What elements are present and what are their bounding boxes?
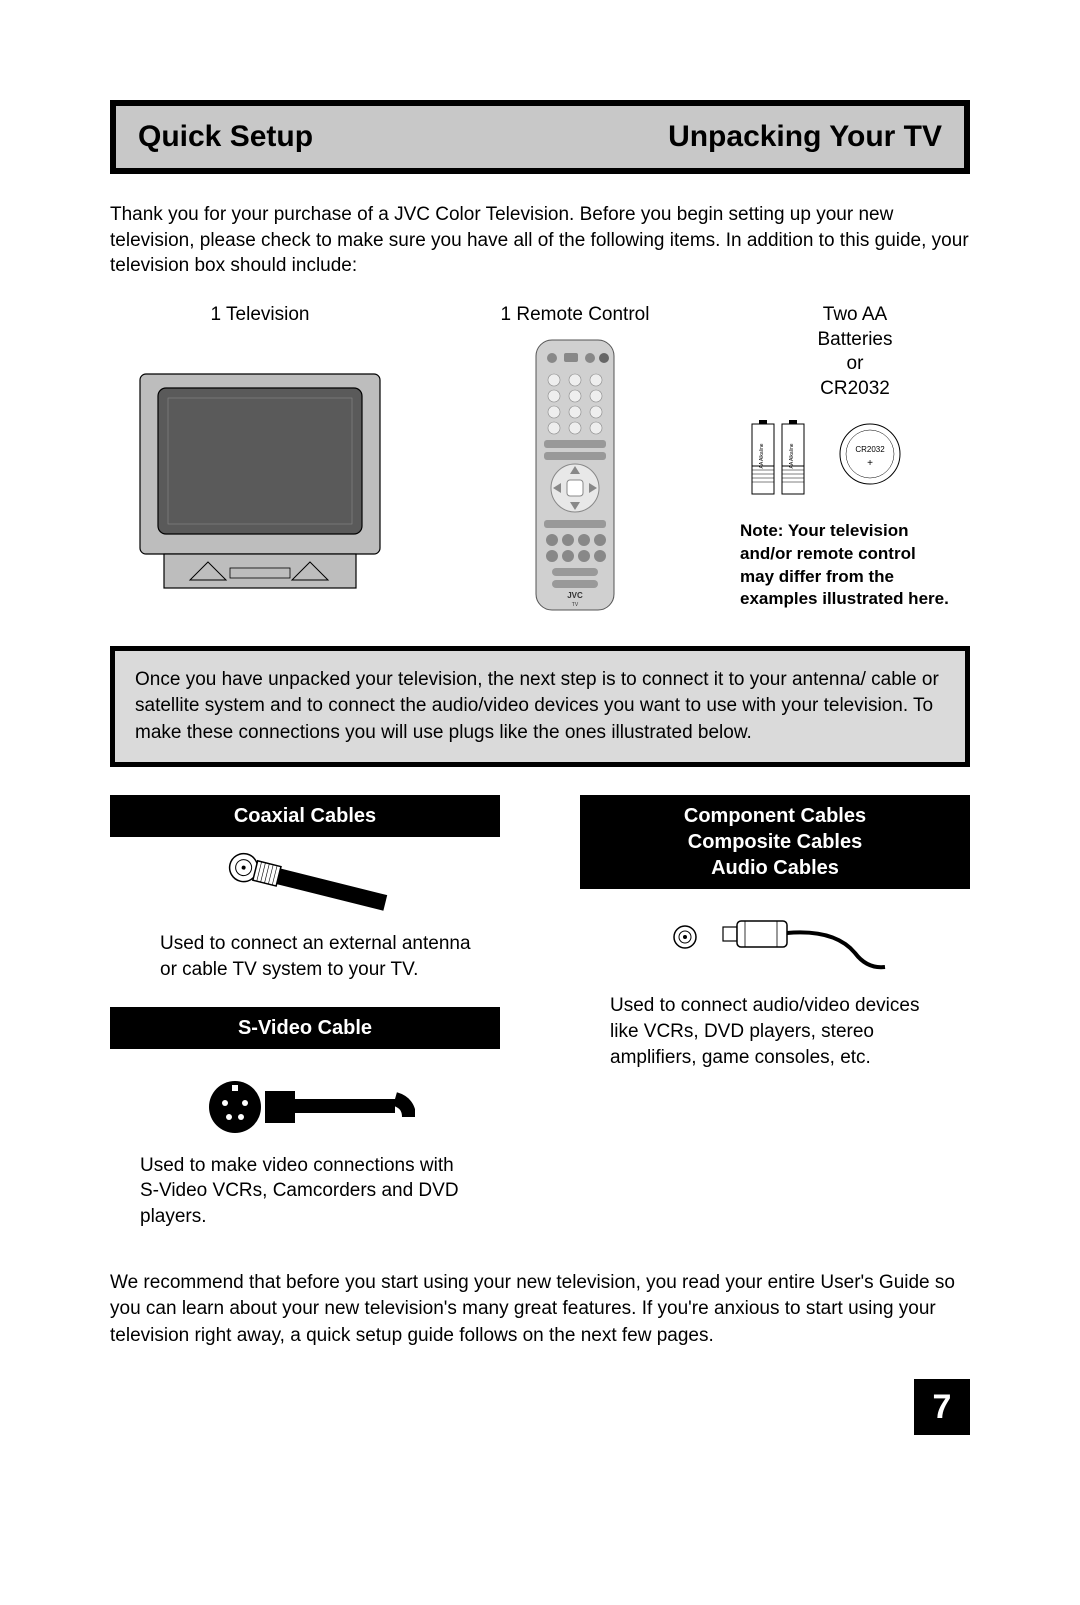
items-row: 1 Television 1 Remote Control [110, 303, 970, 616]
cable-col-right: Component Cables Composite Cables Audio … [580, 795, 970, 1229]
note-text: Note: Your television and/or remote cont… [740, 520, 950, 612]
svg-text:+: + [867, 458, 873, 469]
item-television: 1 Television [110, 303, 410, 616]
svideo-block: S-Video Cable Used to make video co [110, 1007, 500, 1230]
television-icon [130, 366, 390, 596]
remote-label: 1 Remote Control [501, 303, 650, 328]
svg-text:CR2032: CR2032 [855, 445, 885, 454]
component-header: Component Cables Composite Cables Audio … [580, 795, 970, 889]
manual-page: Quick Setup Unpacking Your TV Thank you … [0, 0, 1080, 1495]
svg-text:TV: TV [572, 602, 579, 608]
item-batteries: Two AA Batteries or CR2032 AA Alkaline [740, 303, 970, 616]
coaxial-cable-icon [205, 851, 405, 921]
page-number: 7 [914, 1379, 970, 1435]
coaxial-header: Coaxial Cables [110, 795, 500, 837]
svg-text:JVC: JVC [567, 591, 583, 600]
cables-row: Coaxial Cables [110, 795, 970, 1229]
svideo-desc: Used to make video connections with S-Vi… [110, 1153, 500, 1230]
svg-text:AA Alkaline: AA Alkaline [759, 443, 765, 468]
remote-icon: JVC TV [530, 336, 620, 616]
svideo-cable-icon [195, 1063, 415, 1143]
coaxial-desc: Used to connect an external antenna or c… [110, 931, 500, 982]
header-left-title: Quick Setup [138, 120, 313, 154]
closing-paragraph: We recommend that before you start using… [110, 1270, 970, 1350]
component-illustration [580, 889, 970, 993]
component-desc: Used to connect audio/video devices like… [580, 993, 970, 1070]
coaxial-illustration [110, 837, 500, 931]
svideo-header: S-Video Cable [110, 1007, 500, 1049]
svg-text:AA Alkaline: AA Alkaline [789, 443, 795, 468]
cable-col-left: Coaxial Cables [110, 795, 500, 1229]
intro-paragraph: Thank you for your purchase of a JVC Col… [110, 202, 970, 279]
rca-cable-icon [655, 903, 895, 983]
batteries-label: Two AA Batteries or CR2032 [818, 303, 893, 402]
tv-label: 1 Television [211, 303, 310, 328]
header-box: Quick Setup Unpacking Your TV [110, 100, 970, 174]
svideo-illustration [110, 1049, 500, 1153]
item-remote: 1 Remote Control [475, 303, 675, 616]
batteries-icon: AA Alkaline AA Alkaline CR2032 + [740, 412, 950, 502]
info-box: Once you have unpacked your television, … [110, 646, 970, 768]
header-right-title: Unpacking Your TV [668, 120, 942, 154]
